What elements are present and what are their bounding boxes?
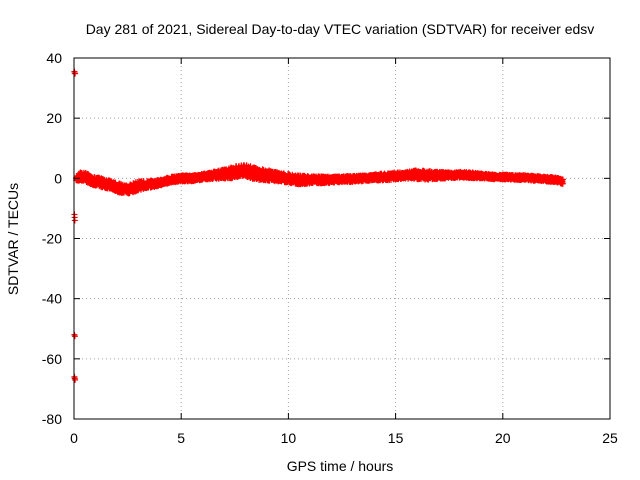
axis-ticks: [73, 57, 611, 420]
chart-title: Day 281 of 2021, Sidereal Day-to-day VTE…: [86, 21, 595, 37]
data-point: [559, 180, 566, 187]
y-tick-label: -60: [42, 351, 62, 367]
x-axis-label: GPS time / hours: [287, 458, 394, 474]
x-tick-label: 15: [388, 430, 404, 446]
y-tick-label: -40: [42, 291, 62, 307]
x-tick-label: 20: [495, 430, 511, 446]
x-tick-label: 25: [602, 430, 618, 446]
tick-labels: 0 5 10 15 20 25 -80 -60 -40 -20 0 20 40: [42, 50, 618, 446]
y-axis-label: SDTVAR / TECUs: [5, 183, 21, 295]
outlier-point: [72, 376, 79, 383]
outlier-point: [72, 70, 79, 77]
y-tick-label: 40: [46, 50, 62, 66]
y-tick-label: 0: [54, 170, 62, 186]
y-tick-label: -20: [42, 231, 62, 247]
outlier-point: [71, 333, 78, 340]
x-tick-label: 0: [70, 430, 78, 446]
y-tick-label: 20: [46, 110, 62, 126]
outlier-point: [71, 217, 78, 224]
x-tick-label: 10: [281, 430, 297, 446]
data-points: [71, 68, 566, 383]
x-tick-label: 5: [177, 430, 185, 446]
y-tick-label: -80: [42, 411, 62, 427]
